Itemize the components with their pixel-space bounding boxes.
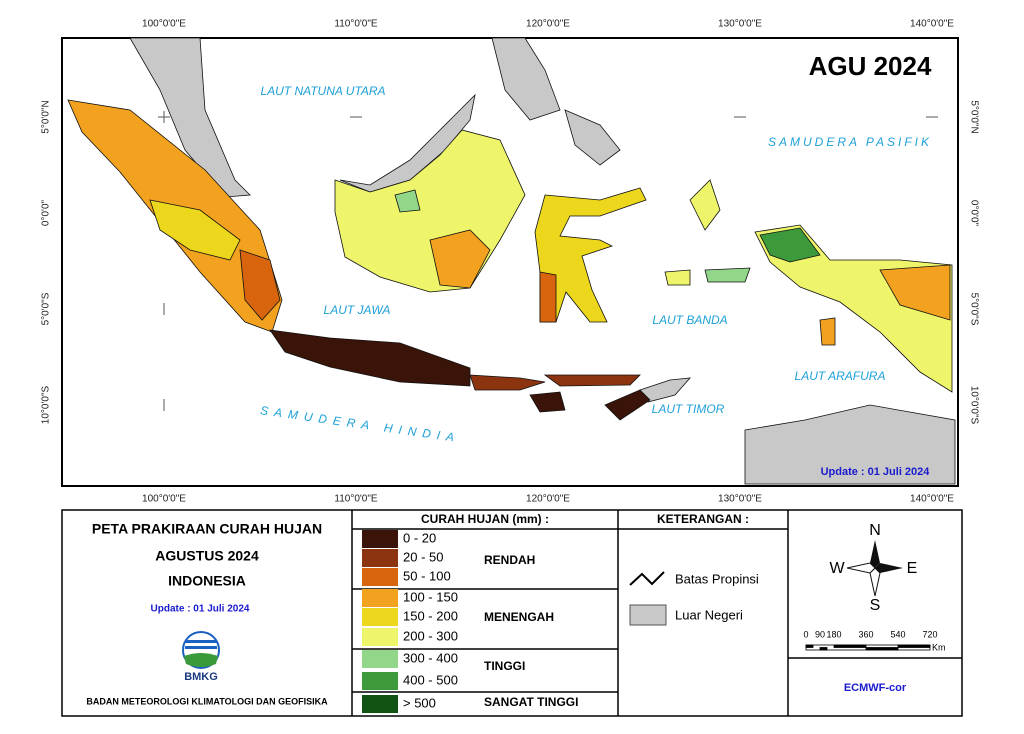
info-title: PETA PRAKIRAAN CURAH HUJAN [92,521,322,537]
lon-label-top: 110°0'0"E [334,19,378,30]
sea-label: LAUT JAWA [324,303,391,317]
lat-label-left: 5°0'0"S [41,292,52,325]
sea-label: SAMUDERA PASIFIK [768,135,932,149]
logo [182,631,220,669]
compass-w: W [829,560,845,577]
legend-group: RENDAH [484,553,535,567]
scale-unit: Km [932,642,946,652]
legend-range: > 500 [403,695,436,710]
legend-title: CURAH HUJAN (mm) : [421,512,549,526]
info-period: AGUSTUS 2024 [155,548,259,564]
legend-swatch [362,568,398,586]
legend-swatch [362,608,398,626]
compass-n: N [869,522,881,539]
info-update: Update : 01 Juli 2024 [151,604,250,615]
scale-bar [805,644,931,651]
legend-range: 100 - 150 [403,589,458,604]
lat-label-left: 0°0'0" [41,199,52,226]
compass [846,540,903,597]
scale-label: 540 [890,629,905,639]
boundary-symbol [629,571,665,586]
map-land [67,37,956,485]
lon-label-top: 120°0'0"E [526,19,570,30]
info-agency: BADAN METEOROLOGI KLIMATOLOGI DAN GEOFIS… [86,696,328,706]
lon-label-top: 100°0'0"E [142,19,186,30]
legend-swatch [362,549,398,567]
map-title: AGU 2024 [809,51,932,81]
lon-label-bottom: 100°0'0"E [142,494,186,505]
scale-label: 720 [922,629,937,639]
map-update: Update : 01 Juli 2024 [821,466,931,478]
legend-range: 150 - 200 [403,608,458,623]
sea-label: LAUT TIMOR [652,402,725,416]
legend-range: 50 - 100 [403,568,451,583]
scale-label: 0 [803,629,808,639]
sea-label: LAUT ARAFURA [795,369,886,383]
legend-swatch [362,530,398,548]
lon-label-top: 140°0'0"E [910,19,954,30]
legend-group: SANGAT TINGGI [484,695,578,709]
keterangan-item: Batas Propinsi [675,571,759,586]
lon-label-bottom: 130°0'0"E [718,494,762,505]
legend-swatch [362,628,398,646]
legend-swatch [362,672,398,690]
sea-label: LAUT NATUNA UTARA [260,84,385,98]
logo-text: BMKG [184,671,218,683]
lat-label-right: 5°0'0"N [968,100,979,133]
lon-label-bottom: 110°0'0"E [334,494,378,505]
graticule [158,111,938,411]
compass-s: S [870,597,881,614]
legend-range: 0 - 20 [403,530,436,545]
scale-label: 360 [858,629,873,639]
scale-label: 180 [826,629,841,639]
legend-group: MENENGAH [484,610,554,624]
legend-range: 200 - 300 [403,628,458,643]
lat-label-left: 10°0'0"S [41,385,52,424]
keterangan-item: Luar Negeri [675,607,743,622]
lat-label-right: 0°0'0" [968,200,979,227]
scale-label: 90 [815,629,825,639]
lon-label-bottom: 120°0'0"E [526,494,570,505]
legend-swatch [362,589,398,607]
lat-label-right: 5°0'0"S [968,293,979,326]
info-region: INDONESIA [168,573,246,589]
foreign-symbol [629,604,667,626]
sea-label: LAUT BANDA [652,313,727,327]
legend-swatch [362,695,398,713]
legend-range: 300 - 400 [403,650,458,665]
model-label: ECMWF-cor [844,682,907,694]
legend-group: TINGGI [484,659,525,673]
legend-range: 20 - 50 [403,549,443,564]
lat-label-right: 10°0'0"S [968,386,979,425]
legend-range: 400 - 500 [403,672,458,687]
lon-label-top: 130°0'0"E [718,19,762,30]
lat-label-left: 5°0'0"N [41,100,52,133]
compass-e: E [907,560,918,577]
keterangan-title: KETERANGAN : [657,512,749,526]
legend-swatch [362,650,398,668]
lon-label-bottom: 140°0'0"E [910,494,954,505]
